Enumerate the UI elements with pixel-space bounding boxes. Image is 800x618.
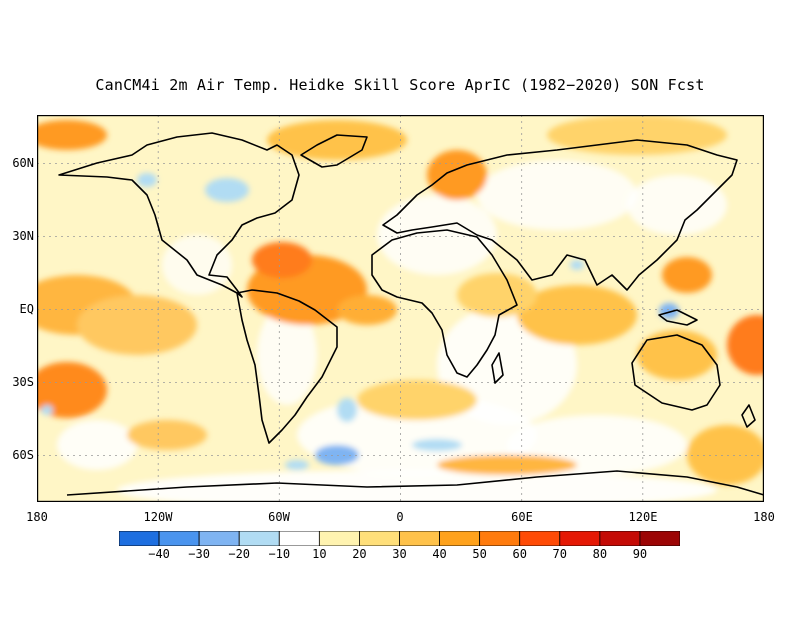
- colorbar-tick-label: 50: [472, 547, 487, 561]
- colorbar-tick-label: 60: [512, 547, 527, 561]
- colorbar-swatch: [639, 531, 680, 546]
- lat-label-30n: 30N: [12, 229, 34, 243]
- colorbar-swatch: [318, 531, 360, 546]
- colorbar-tick-label: −40: [148, 547, 170, 561]
- coastlines: [58, 132, 764, 496]
- lat-label-60n: 60N: [12, 156, 34, 170]
- lon-label-120w: 120W: [143, 510, 173, 524]
- colorbar-tick-label: 10: [312, 547, 327, 561]
- colorbar-tick-label: −30: [188, 547, 210, 561]
- lon-label-0: 0: [396, 510, 404, 524]
- colorbar-tick-label: 40: [432, 547, 447, 561]
- lon-label-180e: 180: [753, 510, 775, 524]
- colorbar-swatch: [119, 531, 160, 546]
- world-skill-map: [37, 115, 764, 502]
- lat-label-60s: 60S: [12, 448, 34, 462]
- colorbar-swatch: [238, 531, 280, 546]
- colorbar-swatch: [399, 531, 440, 546]
- lon-label-180w: 180: [26, 510, 48, 524]
- map-frame: [37, 115, 764, 502]
- colorbar-tick-label: −20: [228, 547, 251, 561]
- lat-label-eq: EQ: [19, 302, 34, 316]
- lon-label-60w: 60W: [268, 510, 290, 524]
- colorbar-tick-label: 30: [392, 547, 407, 561]
- lon-label-120e: 120E: [628, 510, 658, 524]
- colorbar-swatch: [519, 531, 561, 546]
- map-title: CanCM4i 2m Air Temp. Heidke Skill Score …: [95, 76, 705, 94]
- colorbar-swatch: [158, 531, 200, 546]
- colorbar-tick-label: 90: [632, 547, 648, 561]
- colorbar-tick-label: 80: [592, 547, 608, 561]
- colorbar-swatch: [278, 531, 320, 546]
- colorbar-swatch: [198, 531, 240, 546]
- colorbar-swatch: [479, 531, 521, 546]
- colorbar-swatch: [559, 531, 601, 546]
- graticule: [37, 115, 764, 502]
- lat-label-30s: 30S: [12, 375, 34, 389]
- lon-label-60e: 60E: [511, 510, 533, 524]
- colorbar-swatch: [439, 531, 481, 546]
- colorbar: [119, 531, 680, 546]
- colorbar-tick-label: 70: [552, 547, 568, 561]
- colorbar-tick-label: −10: [268, 547, 291, 561]
- colorbar-tick-label: 20: [352, 547, 367, 561]
- colorbar-swatch: [359, 531, 400, 546]
- colorbar-swatch: [599, 531, 641, 546]
